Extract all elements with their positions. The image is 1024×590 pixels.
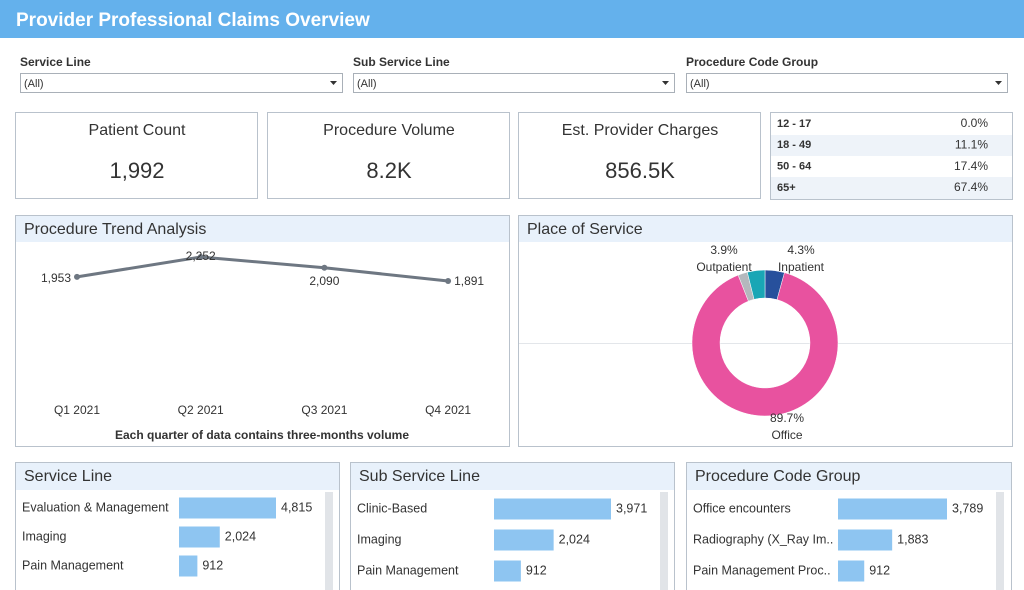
data-label: 1,883 [897,532,928,546]
donut-slice [691,272,839,417]
panel-title-bar [16,216,509,242]
dropdown-arrow [330,81,337,85]
bar [494,498,611,520]
data-label: 912 [869,563,890,577]
panel-title: Sub Service Line [359,468,480,485]
panel [15,215,510,447]
panel-title: Procedure Trend Analysis [24,221,206,238]
slice-label: Office [771,428,802,442]
row-shade [771,135,1012,156]
category-label: Clinic-Based [357,501,427,515]
slice-label: Outpatient [696,260,752,274]
data-label: 1,953 [41,271,71,285]
age-share: 11.1% [955,137,988,151]
slice-value: 3.9% [710,243,738,257]
age-share: 17.4% [954,159,988,173]
trend-point [445,278,452,284]
chart-caption: Each quarter of data contains three-mont… [115,428,409,442]
x-tick-label: Q2 2021 [178,403,224,417]
age-group: 65+ [777,182,796,194]
dropdown-arrow [995,81,1002,85]
data-label: 2,090 [309,274,339,288]
kpi-label: Patient Count [89,122,187,139]
filter-dropdown[interactable] [20,73,343,93]
data-label: 3,971 [616,501,647,515]
category-label: Office encounters [693,501,791,515]
filter-label: Service Line [20,55,91,69]
category-label: Pain Management Proc.. [693,563,831,577]
panel-title-bar [351,463,674,490]
bar [494,529,554,551]
x-tick-label: Q4 2021 [425,403,471,417]
panel-title: Place of Service [527,221,643,238]
age-share: 0.0% [961,116,989,130]
kpi-value: 8.2K [366,158,412,183]
data-label: 2,252 [186,249,216,263]
kpi-value: 856.5K [605,158,675,183]
data-label: 1,891 [454,274,484,288]
age-group: 50 - 64 [777,161,812,173]
data-label: 2,024 [559,532,590,546]
donut-slice [746,269,766,300]
category-label: Imaging [22,529,67,543]
panel-title-bar [519,216,1012,242]
filter-value: (All) [357,78,377,90]
bar [179,555,198,577]
kpi-card [267,112,510,199]
filter-value: (All) [24,78,44,90]
bar [179,526,220,548]
filter-label: Sub Service Line [353,55,450,69]
age-group: 12 - 17 [777,118,811,130]
kpi-value: 1,992 [109,158,164,183]
category-label: Imaging [357,532,402,546]
x-tick-label: Q1 2021 [54,403,100,417]
category-label: Pain Management [22,558,124,572]
trend-line [76,255,449,283]
panel-title-bar [687,463,1011,490]
bar [838,560,865,582]
kpi-card [518,112,761,199]
kpi-label: Procedure Volume [323,122,455,139]
filter-dropdown[interactable] [686,73,1008,93]
slice-value: 89.7% [770,411,804,425]
slice-label: Inpatient [778,260,825,274]
x-tick-label: Q3 2021 [301,403,347,417]
trend-point [197,254,204,260]
page-title: Provider Professional Claims Overview [16,10,370,31]
scrollbar[interactable] [660,492,668,590]
header-bar [0,0,1024,38]
data-label: 3,789 [952,501,983,515]
kpi-label: Est. Provider Charges [562,122,719,139]
category-label: Pain Management [357,563,459,577]
filter-dropdown[interactable] [353,73,675,93]
panel-title: Procedure Code Group [695,468,861,485]
bar [838,498,947,520]
filter-value: (All) [690,78,710,90]
age-group: 18 - 49 [777,139,811,151]
data-label: 912 [202,558,223,572]
dropdown-arrow [662,81,669,85]
data-label: 4,815 [281,500,312,514]
trend-point [74,273,80,280]
kpi-card [15,112,258,199]
bar [179,497,276,519]
trend-point [321,264,328,271]
scrollbar[interactable] [996,492,1004,590]
scrollbar[interactable] [325,492,333,590]
panel-title-bar [16,463,339,490]
category-label: Evaluation & Management [22,500,169,514]
slice-value: 4.3% [787,243,815,257]
panel-title: Service Line [24,468,112,485]
bar [838,529,893,551]
row-shade [771,177,1012,199]
data-label: 912 [526,563,547,577]
filter-label: Procedure Code Group [686,55,818,69]
data-label: 2,024 [225,529,256,543]
age-share: 67.4% [954,180,988,194]
category-label: Radiography (X_Ray Im.. [693,532,833,546]
bar [494,560,521,582]
